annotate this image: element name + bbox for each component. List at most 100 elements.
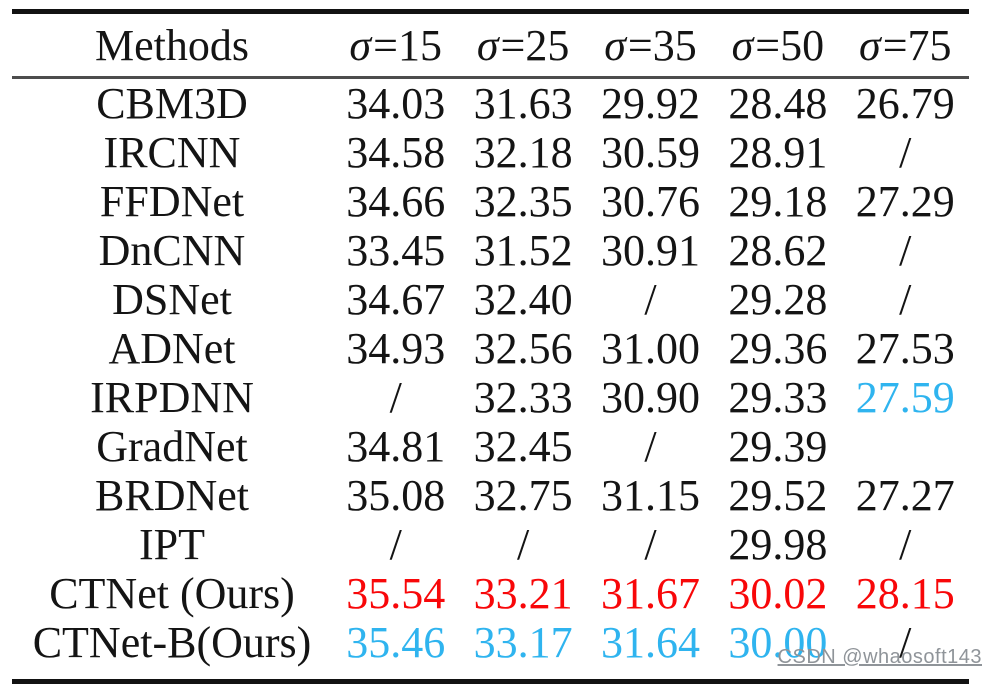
value-cell: 34.66: [346, 177, 446, 226]
value-cell: 27.29: [855, 177, 955, 226]
table-row: ADNet 34.93 32.56 31.00 29.36 27.53: [12, 324, 969, 373]
value-cell: 27.53: [855, 324, 955, 373]
method-cell: CBM3D: [96, 79, 248, 128]
value-cell: 29.39: [728, 422, 828, 471]
sigma-symbol: σ: [731, 20, 754, 70]
col-header-sigma-75: σ=75: [841, 14, 969, 79]
value-cell: /: [899, 226, 912, 275]
value-cell: 30.91: [600, 226, 700, 275]
table-row: CBM3D 34.03 31.63 29.92 28.48 26.79: [12, 78, 969, 129]
value-cell: 34.03: [346, 79, 446, 128]
value-cell: 34.58: [346, 128, 446, 177]
method-cell: DnCNN: [98, 226, 246, 275]
value-cell: 29.98: [728, 520, 828, 569]
value-cell: 30.76: [600, 177, 700, 226]
table-body: CBM3D 34.03 31.63 29.92 28.48 26.79 IRCNN 34.58…: [12, 78, 969, 667]
value-cell: 30.02: [728, 569, 828, 618]
value-cell: /: [899, 520, 912, 569]
value-cell: 31.15: [600, 471, 700, 520]
sigma-value: =35: [627, 20, 697, 70]
table-row: IRPDNN / 32.33 30.90 29.33 27.59: [12, 373, 969, 422]
method-cell: DSNet: [112, 275, 232, 324]
col-header-sigma-25: σ=25: [459, 14, 587, 79]
sigma-symbol: σ: [476, 20, 499, 70]
value-cell: /: [389, 373, 402, 422]
value-cell: 29.92: [600, 79, 700, 128]
table-row: CTNet-B(Ours) 35.46 33.17 31.64 30.00 /: [12, 618, 969, 667]
method-cell: FFDNet: [99, 177, 245, 226]
results-table: Methods σ=15 σ=25 σ=35 σ=50 σ=75 CBM3D 34.03 3…: [12, 14, 969, 667]
value-cell: 34.93: [346, 324, 446, 373]
value-cell: 29.52: [728, 471, 828, 520]
value-cell: /: [899, 275, 912, 324]
method-cell: CTNet (Ours): [49, 569, 295, 618]
value-cell: 29.33: [728, 373, 828, 422]
value-cell: /: [516, 520, 530, 569]
table-row: GradNet 34.81 32.45 / 29.39: [12, 422, 969, 471]
value-cell: /: [644, 275, 657, 324]
value-cell: 33.45: [346, 226, 446, 275]
value-cell: 29.18: [728, 177, 828, 226]
sigma-symbol: σ: [859, 20, 881, 70]
sigma-value: =50: [755, 20, 825, 70]
value-cell: /: [389, 520, 402, 569]
table-row: CTNet (Ours) 35.54 33.21 31.67 30.02 28.15: [12, 569, 969, 618]
value-cell: 34.81: [346, 422, 446, 471]
value-cell: /: [644, 422, 657, 471]
value-cell: 29.28: [728, 275, 828, 324]
value-cell: 30.59: [600, 128, 700, 177]
value-cell: 32.35: [473, 177, 573, 226]
value-cell: 32.33: [473, 373, 573, 422]
value-cell: 31.52: [473, 226, 573, 275]
table-row: IPT / / / 29.98 /: [12, 520, 969, 569]
method-cell: ADNet: [108, 324, 236, 373]
col-header-sigma-50: σ=50: [714, 14, 842, 79]
value-cell: 32.75: [473, 471, 573, 520]
value-cell: 28.15: [855, 569, 955, 618]
value-cell: 27.59: [855, 373, 955, 422]
watermark-text: CSDN @whaosoft143: [777, 646, 982, 668]
method-cell: BRDNet: [95, 471, 249, 520]
table-row: FFDNet 34.66 32.35 30.76 29.18 27.29: [12, 177, 969, 226]
value-cell: 29.36: [728, 324, 828, 373]
sigma-symbol: σ: [349, 20, 372, 70]
value-cell: 35.54: [346, 569, 446, 618]
value-cell: 35.46: [346, 618, 446, 667]
value-cell: 30.90: [600, 373, 700, 422]
col-header-sigma-15: σ=15: [332, 14, 460, 79]
sigma-value: =75: [882, 20, 952, 70]
value-cell: 33.21: [473, 569, 573, 618]
value-cell: 32.40: [473, 275, 573, 324]
header-row: Methods σ=15 σ=25 σ=35 σ=50 σ=75: [12, 14, 969, 79]
sigma-symbol: σ: [604, 20, 626, 70]
method-cell: IRPDNN: [90, 373, 254, 422]
value-cell: [842, 422, 969, 471]
sigma-value: =25: [500, 20, 570, 70]
value-cell: 31.00: [600, 324, 700, 373]
value-cell: 31.63: [473, 79, 573, 128]
value-cell: /: [899, 128, 912, 177]
value-cell: 28.91: [728, 128, 828, 177]
value-cell: 30.00: [728, 618, 828, 667]
table-row: DSNet 34.67 32.40 / 29.28 /: [12, 275, 969, 324]
value-cell: 34.67: [346, 275, 446, 324]
value-cell: 31.67: [600, 569, 700, 618]
value-cell: /: [899, 618, 912, 667]
value-cell: 26.79: [855, 79, 955, 128]
table-row: DnCNN 33.45 31.52 30.91 28.62 /: [12, 226, 969, 275]
sigma-value: =15: [373, 20, 442, 70]
value-cell: 27.27: [855, 471, 955, 520]
method-cell: IPT: [139, 520, 205, 569]
table-row: IRCNN 34.58 32.18 30.59 28.91 /: [12, 128, 969, 177]
value-cell: 32.45: [473, 422, 573, 471]
value-cell: 28.48: [728, 79, 828, 128]
col-header-methods: Methods: [12, 14, 332, 79]
col-header-sigma-35: σ=35: [586, 14, 715, 79]
value-cell: 31.64: [600, 618, 700, 667]
results-table-figure: Methods σ=15 σ=25 σ=35 σ=50 σ=75 CBM3D 34.03 3…: [12, 9, 969, 684]
method-cell: IRCNN: [103, 128, 241, 177]
value-cell: 35.08: [346, 471, 446, 520]
value-cell: /: [644, 520, 657, 569]
value-cell: 33.17: [473, 618, 573, 667]
method-cell: CTNet-B(Ours): [32, 618, 312, 667]
